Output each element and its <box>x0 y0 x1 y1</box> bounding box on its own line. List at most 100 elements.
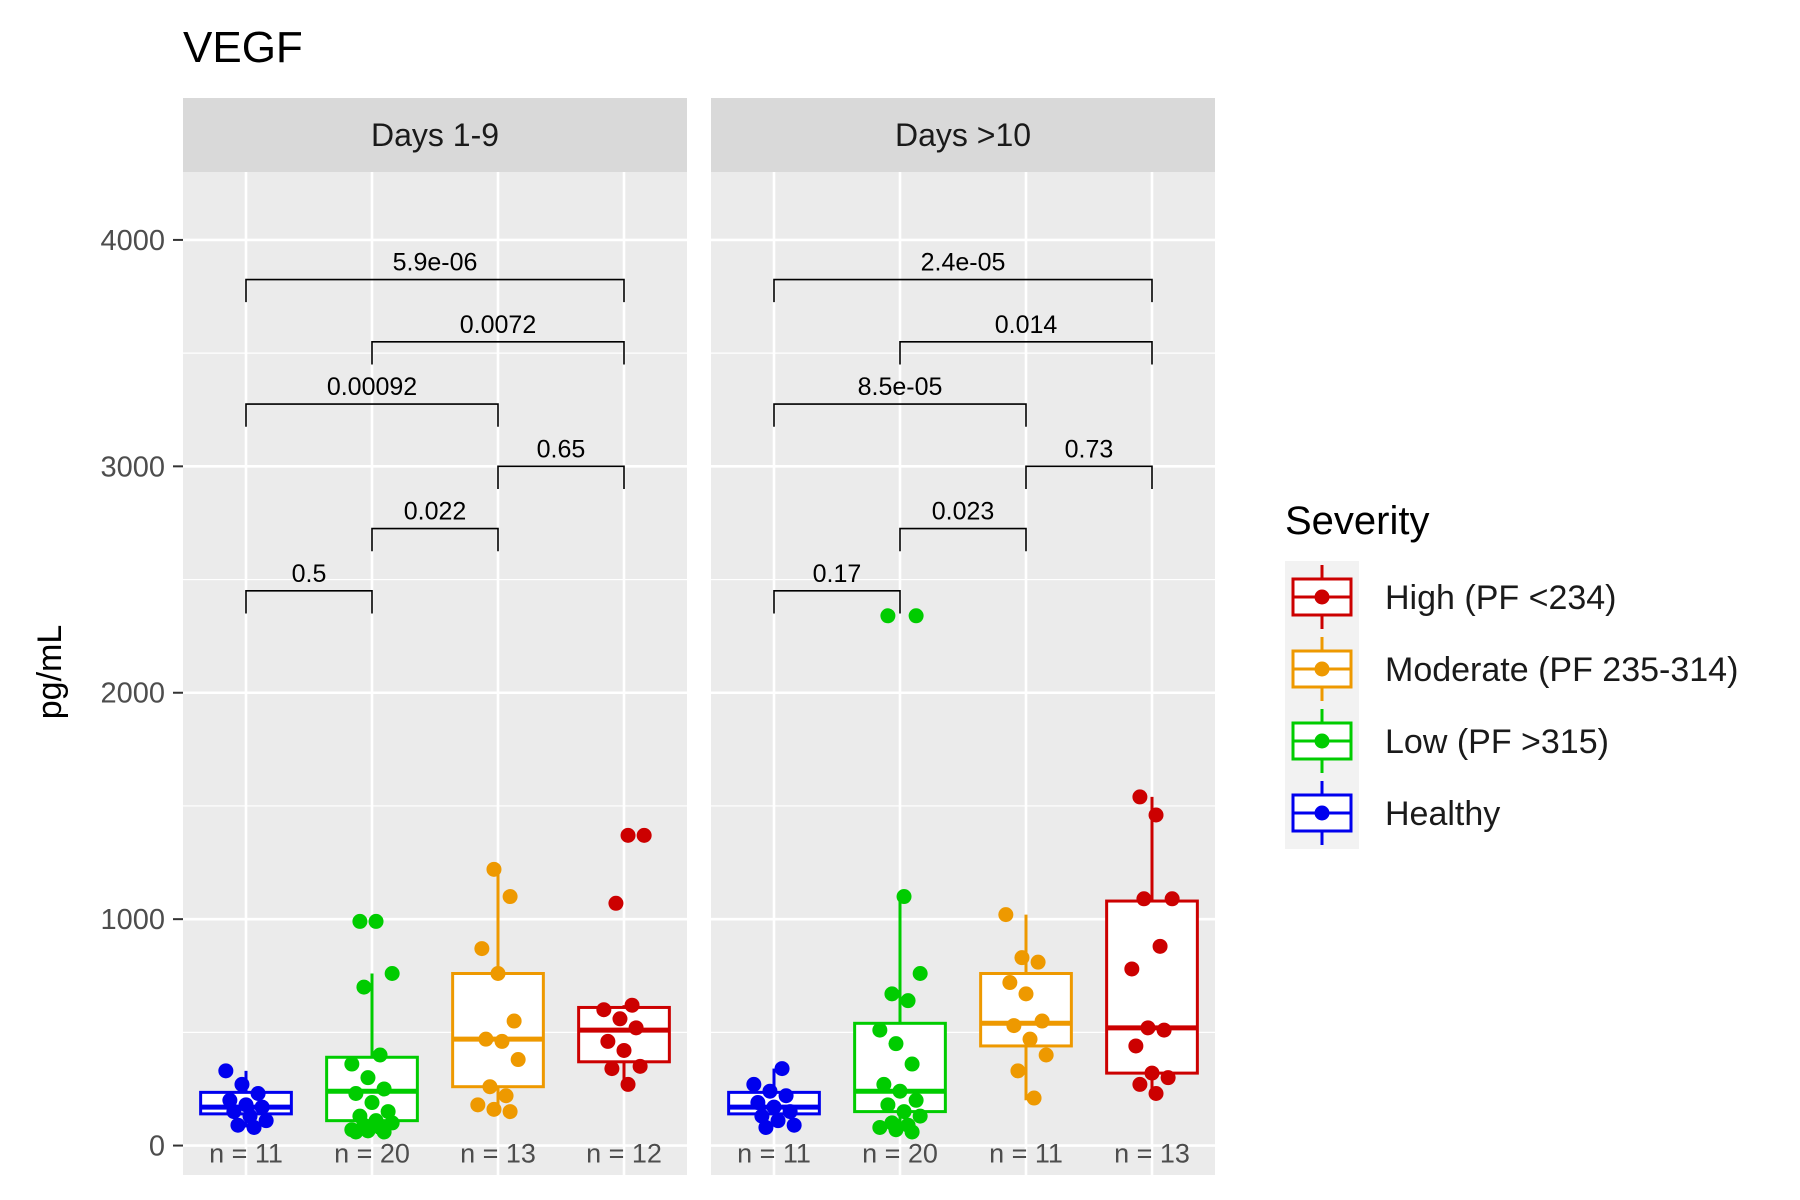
data-point <box>348 1124 364 1140</box>
data-point <box>1132 789 1148 805</box>
bracket-line <box>245 403 499 427</box>
data-point <box>364 1095 380 1111</box>
data-point <box>1148 1085 1164 1101</box>
n-label: n = 11 <box>737 1139 811 1169</box>
panel-strip-label: Days >10 <box>895 117 1031 153</box>
data-point <box>1148 807 1164 823</box>
data-point <box>998 907 1014 923</box>
data-point <box>498 1088 514 1104</box>
bracket-line <box>497 465 625 489</box>
data-point <box>1160 1070 1176 1086</box>
legend-title: Severity <box>1285 499 1430 543</box>
data-point <box>1164 891 1180 907</box>
p-value-label: 0.022 <box>404 498 467 526</box>
box-iqr <box>1105 899 1199 1075</box>
data-point <box>1156 1022 1172 1038</box>
data-point <box>1010 1063 1026 1079</box>
data-point <box>1124 961 1140 977</box>
data-point <box>904 1056 920 1072</box>
n-label: n = 11 <box>989 1139 1063 1169</box>
data-point <box>1152 938 1168 954</box>
data-point <box>246 1119 262 1135</box>
comparison-bracket: 0.17 <box>773 560 901 614</box>
data-point <box>238 1097 254 1113</box>
comparison-bracket: 0.65 <box>497 435 625 489</box>
y-tick-label: 1000 <box>100 904 165 936</box>
n-label: n = 12 <box>586 1139 662 1169</box>
bracket-line <box>899 341 1153 365</box>
p-value-label: 0.014 <box>995 311 1058 339</box>
data-point <box>1030 954 1046 970</box>
y-tick-label: 3000 <box>100 451 165 483</box>
legend-label: High (PF <234) <box>1385 579 1617 617</box>
legend-key <box>1291 637 1353 701</box>
data-point <box>1132 1076 1148 1092</box>
data-point <box>766 1099 782 1115</box>
data-point <box>880 608 896 624</box>
data-point <box>604 1061 620 1077</box>
data-point <box>620 827 636 843</box>
data-point <box>348 1085 364 1101</box>
data-point <box>912 965 928 981</box>
legend-point <box>1314 805 1330 821</box>
panel-strip-label: Days 1-9 <box>371 117 499 153</box>
data-point <box>770 1113 786 1129</box>
p-value-label: 0.73 <box>1065 435 1114 463</box>
data-point <box>368 913 384 929</box>
legend-key <box>1291 565 1353 629</box>
data-point <box>242 1108 258 1124</box>
bracket-line <box>773 403 1027 427</box>
data-point <box>912 1108 928 1124</box>
comparison-bracket: 5.9e-06 <box>245 249 625 303</box>
data-point <box>896 889 912 905</box>
data-point <box>1014 950 1030 966</box>
legend-label: Healthy <box>1385 795 1500 833</box>
legend-key <box>1291 781 1353 845</box>
data-point <box>1038 1047 1054 1063</box>
data-point <box>876 1076 892 1092</box>
n-label: n = 13 <box>460 1139 536 1169</box>
data-point <box>758 1119 774 1135</box>
data-point <box>754 1108 770 1124</box>
data-point <box>1018 986 1034 1002</box>
comparison-bracket: 0.5 <box>245 560 373 614</box>
comparison-bracket: 0.014 <box>899 311 1153 365</box>
comparison-bracket: 0.00092 <box>245 373 499 427</box>
data-point <box>1140 1020 1156 1036</box>
y-tick-label: 2000 <box>100 678 165 710</box>
panels: Days 1-9 n = 11 n = 20 n = 13 n = 12 0.5 0.022… <box>183 98 1215 1175</box>
legend-point <box>1314 589 1330 605</box>
data-point <box>230 1117 246 1133</box>
data-point <box>482 1079 498 1095</box>
bracket-line <box>773 590 901 614</box>
data-point <box>360 1123 376 1139</box>
data-point <box>1128 1038 1144 1054</box>
bracket-line <box>245 278 625 303</box>
p-value-label: 0.65 <box>537 435 586 463</box>
data-point <box>904 1124 920 1140</box>
data-point <box>786 1117 802 1133</box>
data-point <box>632 1058 648 1074</box>
legend-point <box>1314 733 1330 749</box>
data-point <box>506 1013 522 1029</box>
data-point <box>908 608 924 624</box>
panel-strip <box>183 98 687 172</box>
comparison-bracket: 0.0072 <box>371 311 625 365</box>
data-point <box>612 1011 628 1027</box>
n-label: n = 13 <box>1114 1139 1190 1169</box>
data-point <box>490 965 506 981</box>
data-point <box>872 1022 888 1038</box>
boxplot-low <box>325 973 419 1132</box>
data-point <box>892 1083 908 1099</box>
boxplot-moderate <box>451 869 545 1112</box>
y-axis: 0 1000 2000 3000 4000 <box>100 225 183 1163</box>
data-point <box>502 1104 518 1120</box>
data-point <box>1136 891 1152 907</box>
data-point <box>372 1047 388 1063</box>
data-point <box>258 1113 274 1129</box>
data-point <box>762 1083 778 1099</box>
data-point <box>782 1104 798 1120</box>
p-value-label: 2.4e-05 <box>921 249 1006 277</box>
data-point <box>774 1061 790 1077</box>
